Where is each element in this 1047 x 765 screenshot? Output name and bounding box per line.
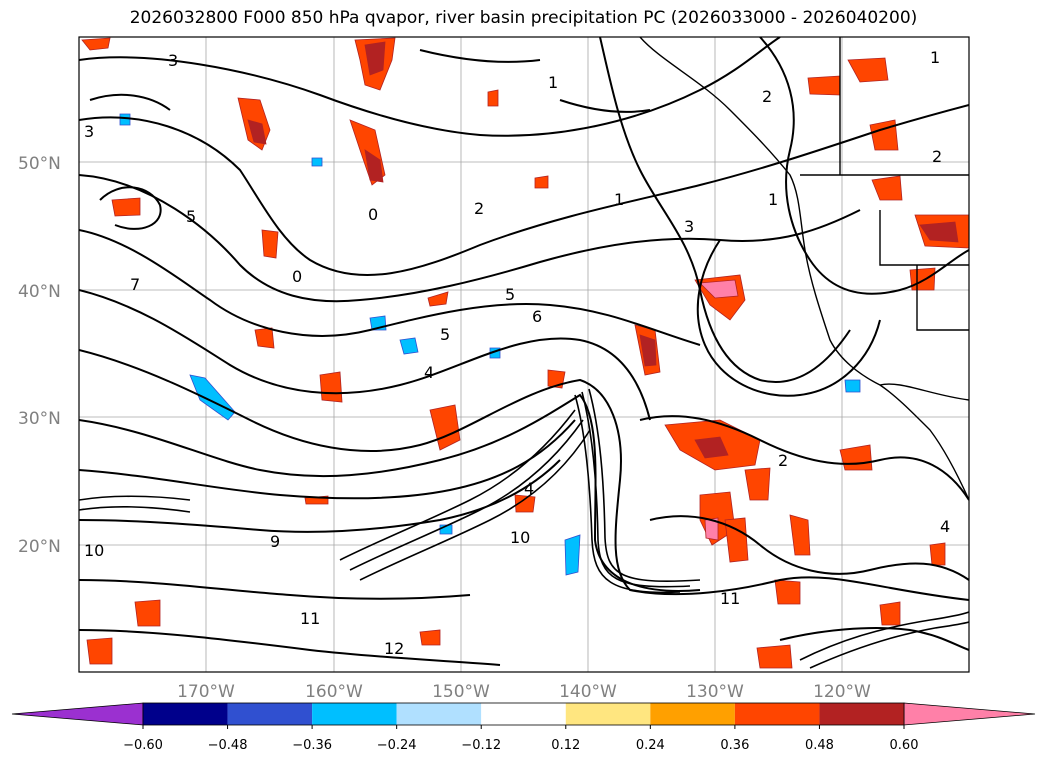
qvapor-contours (79, 37, 969, 666)
colorbar-segment (481, 703, 566, 725)
colorbar-segment (396, 703, 482, 725)
latitude-labels: 50°N 40°N 30°N 20°N (18, 154, 61, 557)
colorbar-over-arrow (903, 702, 1036, 726)
svg-text:1: 1 (614, 190, 624, 209)
map-title: 2026032800 F000 850 hPa qvapor, river ba… (129, 8, 918, 28)
lon-label-150w: 150°W (432, 682, 490, 702)
colorbar-tick-label: 0.60 (890, 738, 919, 753)
svg-text:11: 11 (300, 609, 320, 628)
lon-label-170w: 170°W (177, 682, 235, 702)
colorbar-tick-label: 0.48 (805, 738, 834, 753)
coastlines (639, 37, 969, 501)
lon-label-160w: 160°W (305, 682, 363, 702)
colorbar-segment (227, 703, 313, 725)
lon-label-140w: 140°W (559, 682, 617, 702)
lat-label-30n: 30°N (18, 409, 61, 429)
svg-text:0: 0 (368, 205, 378, 224)
map-frame (78, 36, 970, 673)
contour-labels: 1 1 1 1 2 2 2 2 3 3 3 4 4 4 5 5 5 6 7 9 … (84, 48, 950, 658)
svg-text:10: 10 (84, 541, 104, 560)
colorbar-segment (734, 703, 820, 725)
svg-text:0: 0 (292, 267, 302, 286)
svg-text:5: 5 (186, 207, 196, 226)
colorbar-tick-label: 0.12 (551, 738, 580, 753)
colorbar-tick-label: −0.36 (292, 738, 332, 753)
svg-text:3: 3 (684, 217, 694, 236)
svg-text:3: 3 (168, 51, 178, 70)
svg-text:2: 2 (932, 147, 942, 166)
colorbar-segment (143, 703, 228, 725)
colorbar: −0.60 −0.48 −0.36 −0.24 −0.12 0.12 0.24 0.36 0.4… (11, 702, 1036, 753)
colorbar-tick-label: 0.24 (636, 738, 665, 753)
svg-text:1: 1 (930, 48, 940, 67)
colorbar-tick-label: −0.24 (377, 738, 417, 753)
svg-text:2: 2 (474, 199, 484, 218)
svg-text:4: 4 (424, 363, 434, 382)
svg-text:4: 4 (524, 479, 534, 498)
svg-text:9: 9 (270, 532, 280, 551)
lon-label-130w: 130°W (686, 682, 744, 702)
svg-text:2: 2 (762, 87, 772, 106)
svg-text:11: 11 (720, 589, 740, 608)
colorbar-segment (565, 703, 651, 725)
lat-label-20n: 20°N (18, 537, 61, 557)
map-background (79, 37, 969, 672)
svg-text:5: 5 (440, 325, 450, 344)
svg-text:4: 4 (940, 517, 950, 536)
svg-text:12: 12 (384, 639, 404, 658)
svg-text:7: 7 (130, 275, 140, 294)
lat-label-50n: 50°N (18, 154, 61, 174)
svg-text:1: 1 (768, 190, 778, 209)
qvapor-contours-dense (79, 388, 969, 669)
longitude-labels: 170°W 160°W 150°W 140°W 130°W 120°W (177, 682, 871, 702)
colorbar-segment (819, 703, 904, 725)
lat-label-40n: 40°N (18, 282, 61, 302)
svg-text:6: 6 (532, 307, 542, 326)
colorbar-tick-label: −0.48 (208, 738, 248, 753)
precip-negative-patches (119, 113, 861, 576)
colorbar-under-arrow (11, 702, 144, 726)
colorbar-segment (312, 703, 397, 725)
map-content: 1 1 1 1 2 2 2 2 3 3 3 4 4 4 5 5 5 6 7 9 … (79, 37, 969, 672)
colorbar-tick-label: −0.12 (461, 738, 501, 753)
colorbar-segment (650, 703, 735, 725)
svg-text:3: 3 (84, 122, 94, 141)
lon-label-120w: 120°W (813, 682, 871, 702)
colorbar-border (142, 702, 905, 726)
svg-text:1: 1 (548, 73, 558, 92)
colorbar-tick-label: −0.60 (123, 738, 163, 753)
svg-text:5: 5 (505, 285, 515, 304)
svg-text:10: 10 (510, 528, 530, 547)
colorbar-tick-label: 0.36 (720, 738, 749, 753)
svg-text:2: 2 (778, 451, 788, 470)
